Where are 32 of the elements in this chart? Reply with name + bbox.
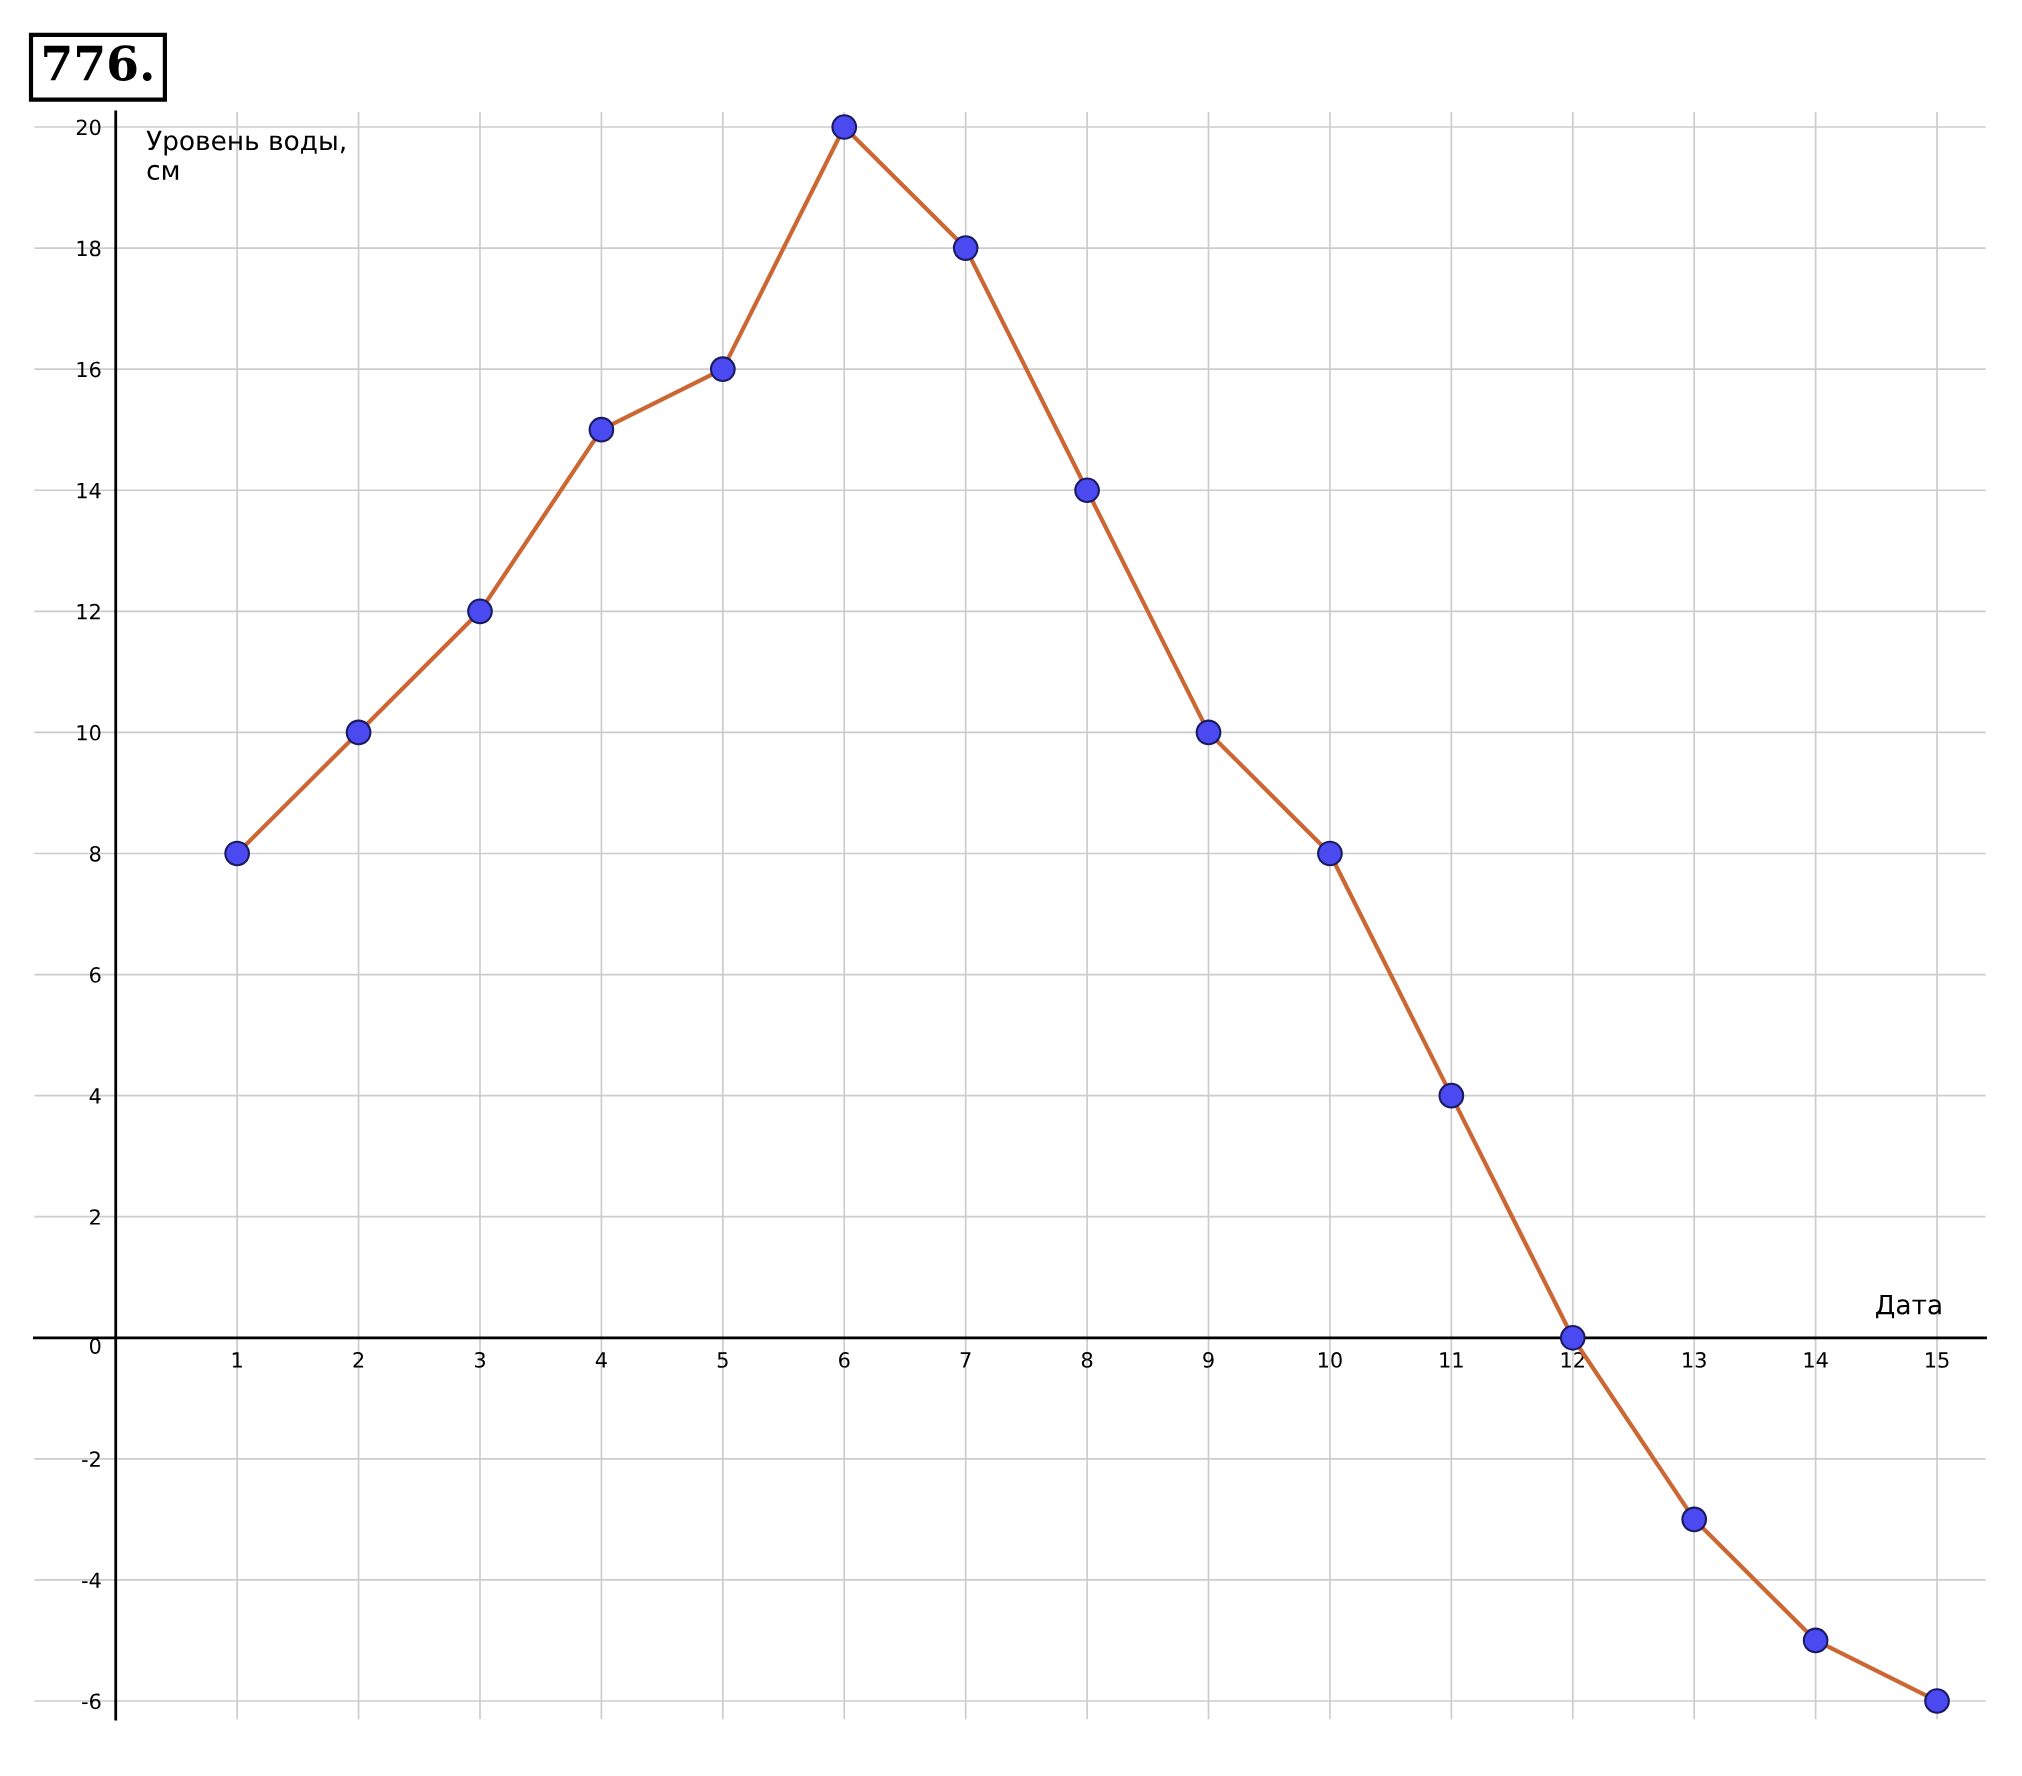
chart-title: 776. [44, 45, 152, 81]
y-axis-title: Уровень воды, см [146, 130, 345, 181]
y-tick-label: 10 [77, 724, 101, 741]
x-tick-label: 15 [1926, 1352, 1949, 1368]
x-tick-label: 10 [1318, 1352, 1342, 1368]
y-tick-label: -4 [82, 1572, 101, 1588]
y-tick-label: 14 [77, 482, 101, 499]
y-tick-label: 12 [77, 603, 100, 620]
x-tick-label: 12 [1561, 1352, 1584, 1368]
x-tick-label: 5 [717, 1352, 728, 1368]
y-tick-label: -6 [82, 1693, 101, 1710]
y-tick-label: 18 [77, 240, 101, 257]
y-tick-label: 6 [90, 967, 101, 983]
x-tick-label: 6 [839, 1352, 850, 1368]
x-tick-label: 3 [474, 1352, 485, 1368]
y-tick-label: 8 [89, 845, 101, 862]
x-tick-label: 7 [960, 1352, 971, 1368]
x-tick-label: 1 [232, 1352, 242, 1368]
x-tick-label: 2 [353, 1352, 364, 1368]
y-tick-label: 16 [77, 361, 101, 378]
y-tick-label: 20 [76, 119, 101, 136]
y-tick-label: -2 [82, 1451, 100, 1467]
x-axis-title: Дата [1876, 1294, 1941, 1319]
x-tick-label: 9 [1203, 1352, 1214, 1368]
x-tick-label: 13 [1683, 1352, 1706, 1368]
y-tick-label: 0 [89, 1338, 101, 1354]
x-tick-label: 4 [595, 1352, 607, 1368]
y-tick-label: 4 [89, 1088, 101, 1104]
y-tick-label: 2 [90, 1209, 100, 1225]
x-tick-label: 14 [1804, 1352, 1828, 1368]
x-tick-label: 11 [1440, 1352, 1463, 1368]
x-tick-label: 8 [1081, 1352, 1093, 1368]
